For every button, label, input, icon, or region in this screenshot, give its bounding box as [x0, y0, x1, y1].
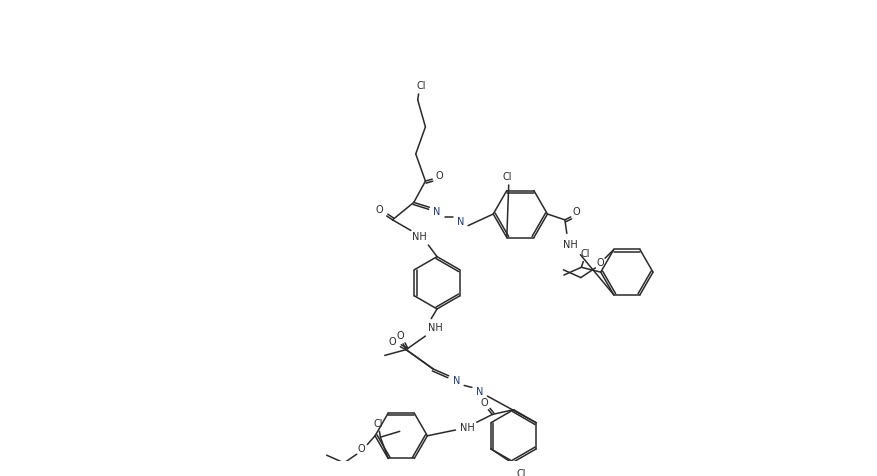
Text: O: O — [375, 205, 382, 215]
Text: NH: NH — [563, 240, 578, 250]
Text: Cl: Cl — [502, 172, 511, 182]
Text: Cl: Cl — [517, 468, 526, 476]
Text: O: O — [596, 258, 604, 268]
Text: O: O — [358, 445, 366, 455]
Text: NH: NH — [428, 323, 443, 333]
Text: O: O — [573, 207, 581, 217]
Text: O: O — [435, 171, 443, 181]
Text: O: O — [396, 331, 404, 341]
Text: N: N — [457, 217, 464, 227]
Text: N: N — [433, 207, 441, 217]
Text: NH: NH — [412, 232, 427, 242]
Text: Cl: Cl — [374, 418, 383, 428]
Text: N: N — [453, 376, 460, 386]
Text: O: O — [481, 398, 488, 408]
Text: Cl: Cl — [417, 81, 426, 91]
Text: O: O — [389, 337, 396, 347]
Text: NH: NH — [460, 423, 474, 433]
Text: Cl: Cl — [581, 249, 590, 259]
Text: N: N — [476, 387, 483, 397]
